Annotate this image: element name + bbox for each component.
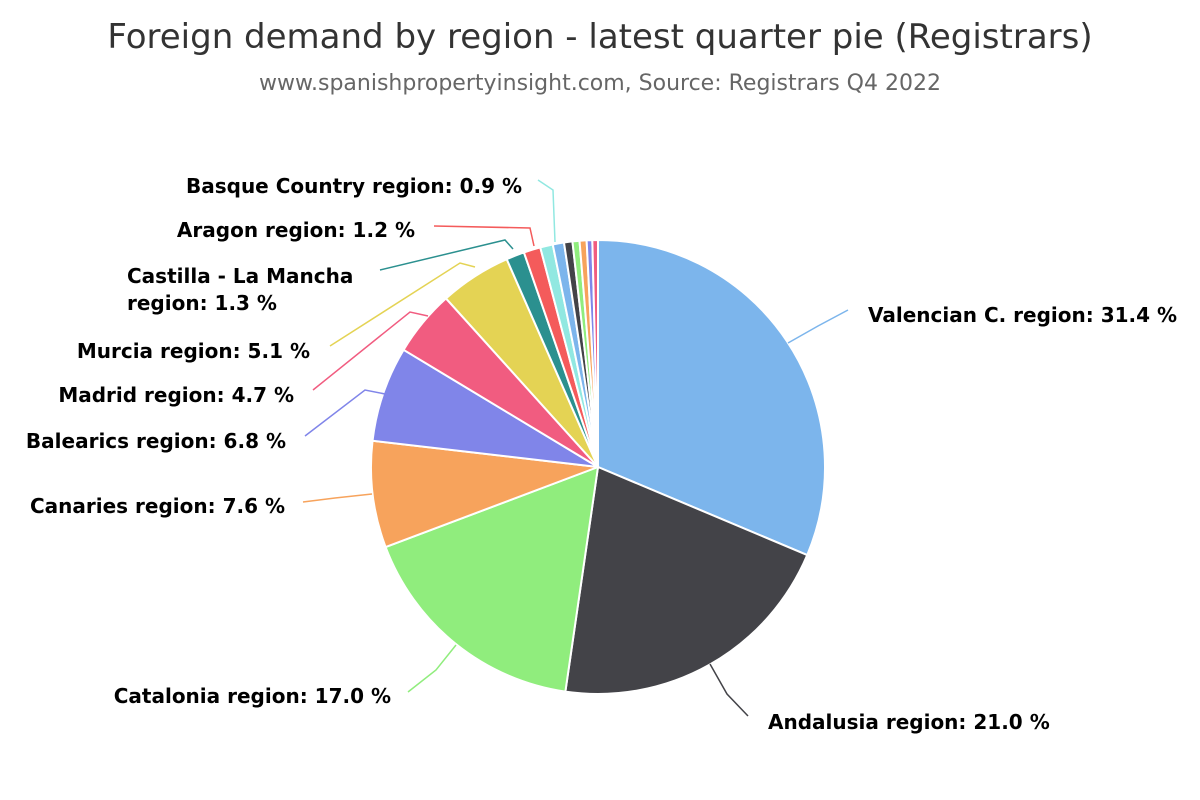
slice-label-4: Canaries region: 7.6 % — [30, 494, 285, 518]
label-connector-9 — [433, 225, 535, 247]
slice-label-7: Murcia region: 5.1 % — [77, 339, 310, 363]
slice-label-9: Aragon region: 1.2 % — [177, 218, 415, 242]
label-connector-10 — [537, 179, 556, 243]
chart-subtitle: www.spanishpropertyinsight.com, Source: … — [259, 71, 941, 96]
slice-label-6: Madrid region: 4.7 % — [58, 383, 294, 407]
pie-slice-3 — [384, 466, 599, 693]
slice-label-5: Balearics region: 6.8 % — [26, 429, 286, 453]
label-connector-5 — [304, 389, 386, 437]
label-connector-4 — [302, 493, 373, 503]
label-connector-7 — [329, 262, 476, 347]
pie-slice-4 — [370, 439, 599, 549]
pie-slice-1 — [597, 239, 826, 557]
label-connector-2 — [709, 663, 749, 717]
slice-label-10: Basque Country region: 0.9 % — [186, 174, 522, 198]
label-connectors — [302, 179, 849, 717]
slice-label-8: Castilla - La Mancha region: 1.3 % — [127, 264, 353, 315]
slice-label-2: Andalusia region: 21.0 % — [768, 710, 1050, 734]
slice-label-1: Valencian C. region: 31.4 % — [868, 303, 1177, 327]
slice-label-3: Catalonia region: 17.0 % — [114, 684, 391, 708]
slice-labels: Valencian C. region: 31.4 % Andalusia reg… — [26, 174, 1177, 734]
label-connector-8 — [379, 239, 514, 271]
label-connector-6 — [312, 311, 429, 391]
pie-slices — [370, 238, 826, 695]
pie-slice-16 — [591, 238, 599, 468]
chart-title: Foreign demand by region - latest quarte… — [107, 17, 1092, 57]
label-connector-3 — [407, 644, 457, 693]
label-connector-1 — [787, 309, 849, 344]
